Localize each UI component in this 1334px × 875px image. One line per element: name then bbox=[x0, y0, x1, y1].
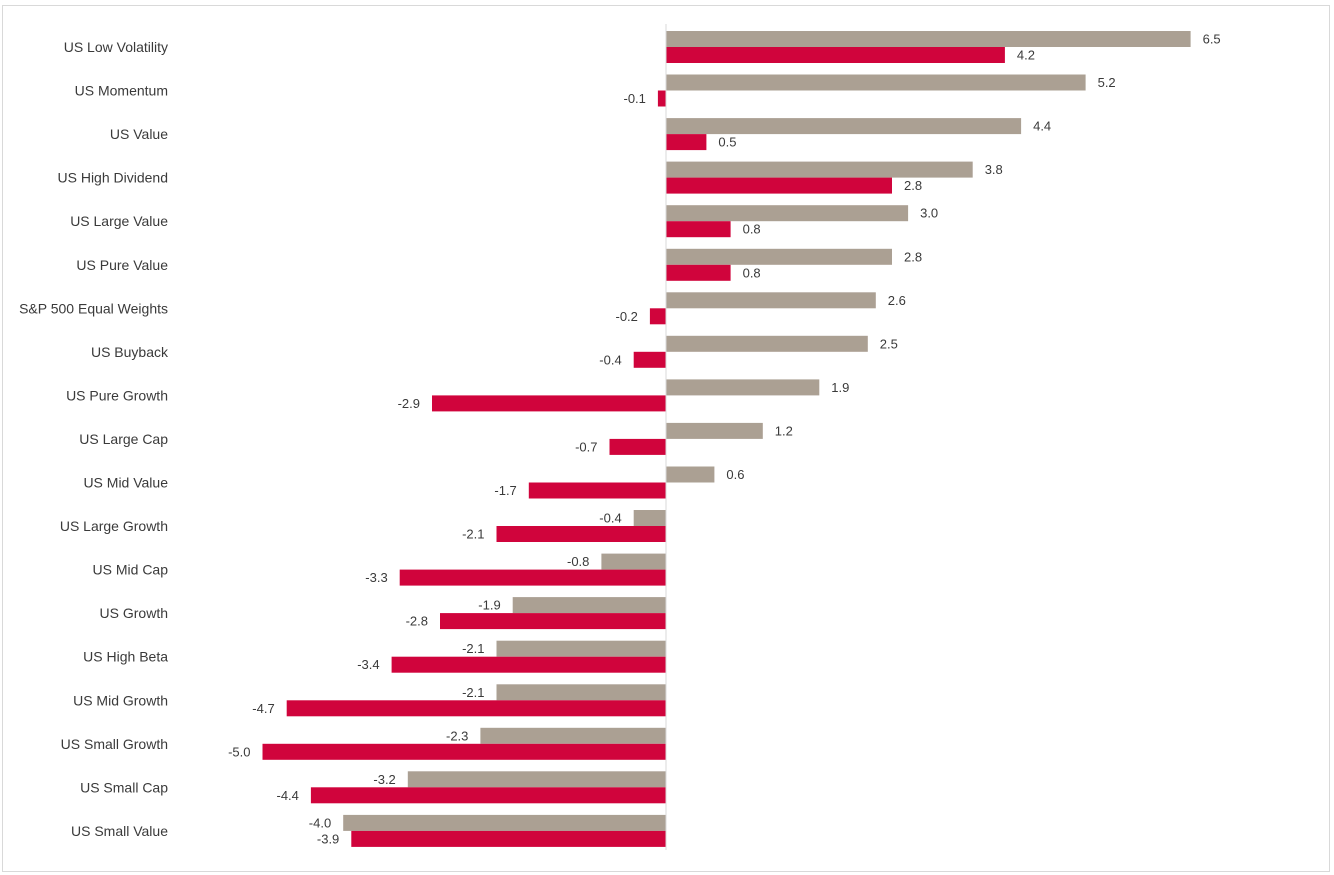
data-label: 0.8 bbox=[743, 222, 761, 237]
bar bbox=[262, 743, 666, 760]
data-label: -4.0 bbox=[309, 815, 331, 830]
data-label: -0.2 bbox=[615, 309, 637, 324]
category-label: US Value bbox=[110, 126, 168, 142]
bar bbox=[666, 47, 1005, 63]
category-label: US Small Value bbox=[71, 823, 168, 839]
category-label: US Small Cap bbox=[80, 779, 168, 795]
bar bbox=[609, 438, 666, 455]
category-label: US Large Growth bbox=[60, 518, 168, 534]
data-label: 5.2 bbox=[1098, 75, 1116, 90]
data-label: 0.8 bbox=[743, 265, 761, 280]
bar bbox=[633, 351, 666, 368]
category-label: US Large Value bbox=[70, 213, 168, 229]
bar bbox=[666, 379, 820, 396]
data-label: -0.8 bbox=[567, 554, 589, 569]
bar bbox=[432, 395, 666, 412]
data-label: 4.2 bbox=[1017, 48, 1035, 63]
data-label: 0.6 bbox=[726, 467, 744, 482]
category-label: US Low Volatility bbox=[64, 39, 168, 55]
data-label: 6.5 bbox=[1203, 32, 1221, 47]
bar bbox=[496, 684, 666, 701]
data-label: 2.5 bbox=[880, 336, 898, 351]
bar bbox=[666, 161, 973, 178]
bar bbox=[666, 335, 868, 352]
bar bbox=[666, 134, 707, 151]
bar bbox=[633, 510, 666, 526]
data-label: 3.8 bbox=[985, 162, 1003, 177]
category-label: US High Beta bbox=[83, 649, 168, 665]
data-label: -0.4 bbox=[599, 352, 621, 367]
data-label: -4.7 bbox=[252, 701, 274, 716]
category-label: US Buyback bbox=[91, 344, 169, 360]
data-label: -3.9 bbox=[317, 831, 339, 846]
data-label: 1.2 bbox=[775, 423, 793, 438]
data-label: -3.3 bbox=[365, 570, 387, 585]
bar bbox=[666, 205, 909, 222]
bar bbox=[666, 31, 1191, 47]
bar bbox=[601, 553, 666, 570]
bar bbox=[666, 221, 731, 238]
bar bbox=[666, 422, 763, 439]
data-label: -2.1 bbox=[462, 641, 484, 656]
data-label: -2.1 bbox=[462, 685, 484, 700]
bar bbox=[666, 248, 892, 265]
bar bbox=[286, 700, 666, 717]
data-label: -3.4 bbox=[357, 657, 379, 672]
data-label: -0.1 bbox=[623, 91, 645, 106]
data-label: -0.4 bbox=[599, 511, 621, 526]
category-label: US Mid Value bbox=[83, 475, 168, 491]
category-label: US Pure Growth bbox=[66, 387, 168, 403]
data-label: 2.8 bbox=[904, 249, 922, 264]
category-label: US Mid Cap bbox=[93, 562, 169, 578]
bar bbox=[496, 640, 666, 657]
category-label: US Large Cap bbox=[79, 431, 168, 447]
data-label: -1.9 bbox=[478, 598, 500, 613]
bar bbox=[399, 569, 666, 586]
data-label: 4.4 bbox=[1033, 119, 1051, 134]
chart-frame bbox=[2, 5, 1330, 872]
bar bbox=[512, 597, 666, 614]
data-label: 2.8 bbox=[904, 178, 922, 193]
data-label: -1.7 bbox=[494, 483, 516, 498]
data-label: 1.9 bbox=[831, 380, 849, 395]
category-label: US Small Growth bbox=[61, 736, 168, 752]
bar bbox=[407, 771, 666, 788]
data-label: 3.0 bbox=[920, 206, 938, 221]
category-label: US Momentum bbox=[75, 83, 168, 99]
data-label: -5.0 bbox=[228, 744, 250, 759]
bar bbox=[649, 308, 666, 325]
bar bbox=[666, 118, 1022, 135]
bar bbox=[496, 526, 666, 542]
bar bbox=[666, 292, 876, 309]
bar bbox=[343, 814, 666, 831]
bar bbox=[657, 90, 666, 107]
data-label: -3.2 bbox=[373, 772, 395, 787]
bar bbox=[440, 613, 666, 630]
category-label: US High Dividend bbox=[58, 170, 169, 186]
data-label: 2.6 bbox=[888, 293, 906, 308]
bar bbox=[666, 264, 731, 281]
category-label: US Mid Growth bbox=[73, 692, 168, 708]
bar bbox=[351, 830, 666, 847]
bar bbox=[666, 466, 715, 483]
category-label: US Pure Value bbox=[76, 257, 168, 273]
category-label: S&P 500 Equal Weights bbox=[19, 300, 168, 316]
bar bbox=[391, 656, 666, 673]
data-label: -0.7 bbox=[575, 439, 597, 454]
bar bbox=[480, 727, 666, 744]
data-label: 0.5 bbox=[718, 135, 736, 150]
bar bbox=[528, 482, 666, 499]
bar bbox=[666, 74, 1086, 91]
category-label: US Growth bbox=[100, 605, 168, 621]
data-label: -4.4 bbox=[276, 788, 298, 803]
data-label: -2.8 bbox=[406, 614, 428, 629]
data-label: -2.3 bbox=[446, 728, 468, 743]
data-label: -2.9 bbox=[398, 396, 420, 411]
bar bbox=[310, 787, 666, 804]
data-label: -2.1 bbox=[462, 527, 484, 542]
bar bbox=[666, 177, 892, 194]
